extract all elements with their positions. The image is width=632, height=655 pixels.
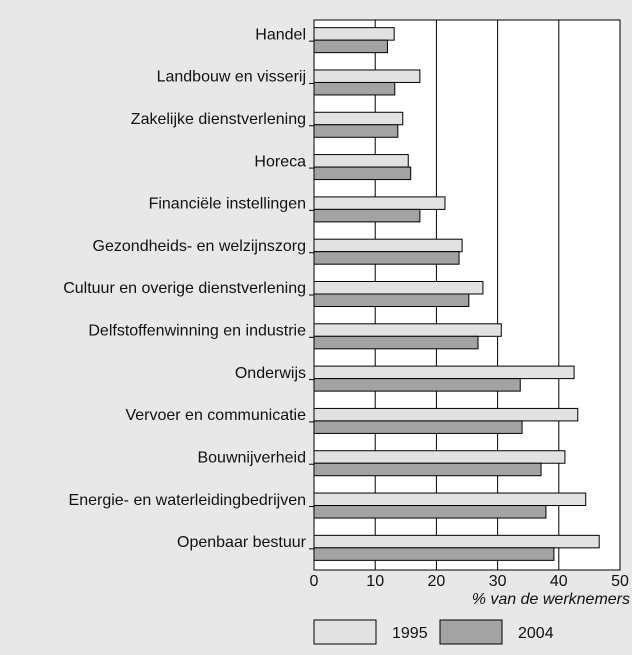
- y-tick-label: Handel: [255, 26, 306, 43]
- y-tick-label: Financiële instellingen: [149, 196, 306, 213]
- y-tick-label: Delfstoffenwinning en industrie: [88, 323, 306, 340]
- bar: [313, 111, 404, 126]
- bar: [313, 378, 521, 392]
- bar: [313, 407, 579, 422]
- bar: [313, 293, 470, 307]
- x-tick-label: 0: [310, 573, 319, 590]
- y-tick-label: Landbouw en visserij: [157, 69, 306, 86]
- bar: [313, 166, 412, 181]
- y-tick-label: Horeca: [254, 153, 306, 170]
- bar: [313, 323, 502, 337]
- bar: [313, 27, 395, 41]
- y-tick-label: Energie- en waterleidingbedrijven: [69, 492, 306, 509]
- bar: [313, 420, 523, 434]
- y-tick-label: Gezondheids- en welzijnszorg: [93, 238, 306, 255]
- bar: [313, 81, 396, 96]
- bar: [313, 534, 600, 549]
- bar: [313, 281, 484, 295]
- bar: [313, 492, 587, 507]
- bar: [313, 69, 421, 83]
- bar: [313, 251, 460, 265]
- legend-label: 2004: [518, 625, 554, 642]
- y-tick-label: Cultuur en overige dienstverlening: [63, 280, 306, 297]
- legend-swatch: [439, 619, 503, 645]
- bar: [313, 208, 421, 223]
- y-tick-label: Vervoer en communicatie: [125, 407, 306, 424]
- bar: [313, 547, 555, 561]
- legend-swatch: [313, 619, 377, 645]
- bar: [313, 124, 399, 138]
- y-tick-label: Bouwnijverheid: [197, 449, 306, 466]
- bar: [313, 505, 547, 519]
- bar: [313, 39, 388, 54]
- bar: [313, 450, 566, 464]
- plot-frame: [313, 19, 621, 571]
- x-tick-label: 30: [489, 573, 507, 590]
- bar: [313, 238, 463, 253]
- x-tick-label: 50: [611, 573, 629, 590]
- bar: [313, 154, 409, 168]
- x-axis-label: % van de werknemers: [472, 591, 630, 608]
- y-tick-label: Openbaar bestuur: [177, 534, 307, 551]
- x-tick-label: 10: [366, 573, 384, 590]
- bar: [313, 462, 542, 477]
- bar: [313, 196, 446, 210]
- bar: [313, 365, 575, 380]
- x-tick-label: 40: [550, 573, 568, 590]
- bar: [313, 335, 479, 350]
- y-tick-label: Zakelijke dienstverlening: [131, 111, 306, 128]
- y-tick-label: Onderwijs: [235, 365, 306, 382]
- x-tick-label: 20: [428, 573, 446, 590]
- legend-label: 1995: [392, 625, 428, 642]
